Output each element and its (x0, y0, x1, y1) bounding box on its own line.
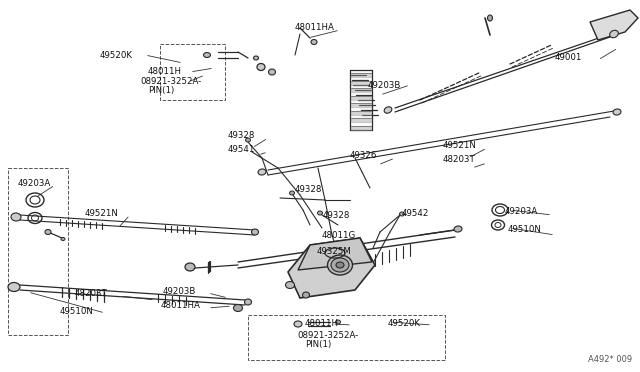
Ellipse shape (257, 64, 265, 71)
Text: A492* 009: A492* 009 (588, 355, 632, 364)
Text: 49521N: 49521N (443, 141, 477, 151)
Ellipse shape (244, 299, 252, 305)
Text: 08921-3252A-: 08921-3252A- (140, 77, 201, 87)
Ellipse shape (311, 39, 317, 45)
Text: 49328: 49328 (323, 211, 350, 219)
Text: 49203A: 49203A (505, 208, 538, 217)
Text: 49520K: 49520K (388, 318, 421, 327)
Text: 49001: 49001 (555, 54, 582, 62)
Polygon shape (298, 238, 372, 270)
Ellipse shape (454, 226, 462, 232)
Ellipse shape (285, 282, 294, 289)
Text: 49203B: 49203B (368, 80, 401, 90)
Ellipse shape (185, 263, 195, 271)
Text: 08921-3252A-: 08921-3252A- (297, 330, 358, 340)
Text: 49542: 49542 (402, 208, 429, 218)
Text: 49328: 49328 (295, 186, 323, 195)
Ellipse shape (45, 230, 51, 234)
Text: 49520K: 49520K (100, 51, 133, 60)
Ellipse shape (258, 169, 266, 175)
Ellipse shape (328, 255, 353, 275)
Text: 49328: 49328 (228, 131, 255, 141)
Ellipse shape (335, 320, 340, 324)
Ellipse shape (384, 107, 392, 113)
Text: PIN(1): PIN(1) (148, 87, 174, 96)
Text: 49541: 49541 (228, 145, 255, 154)
Text: 49203B: 49203B (163, 286, 196, 295)
Text: 48011H: 48011H (148, 67, 182, 76)
Text: 49203A: 49203A (18, 179, 51, 187)
Ellipse shape (289, 191, 294, 195)
Ellipse shape (303, 292, 310, 298)
Ellipse shape (336, 262, 344, 268)
Text: 48011HA: 48011HA (295, 22, 335, 32)
Ellipse shape (613, 109, 621, 115)
Ellipse shape (294, 321, 302, 327)
Polygon shape (288, 238, 375, 298)
Ellipse shape (11, 213, 21, 221)
Text: 49510N: 49510N (508, 225, 542, 234)
Ellipse shape (317, 211, 323, 215)
Text: 48011HA: 48011HA (161, 301, 201, 311)
Polygon shape (590, 10, 638, 40)
Text: 48203T: 48203T (443, 155, 476, 164)
Text: 49325M: 49325M (317, 247, 352, 256)
Text: PIN(1): PIN(1) (305, 340, 332, 350)
Text: 48011H: 48011H (305, 318, 339, 327)
Ellipse shape (253, 56, 259, 60)
Ellipse shape (399, 212, 404, 216)
Ellipse shape (246, 138, 250, 142)
Ellipse shape (252, 229, 259, 235)
Ellipse shape (61, 237, 65, 241)
Text: 48203T: 48203T (75, 289, 108, 298)
Ellipse shape (8, 282, 20, 292)
Text: 49521N: 49521N (85, 208, 119, 218)
Text: 49326: 49326 (350, 151, 378, 160)
Text: 48011G: 48011G (322, 231, 356, 241)
Ellipse shape (331, 258, 349, 272)
Ellipse shape (269, 69, 275, 75)
Ellipse shape (234, 305, 243, 311)
Ellipse shape (610, 30, 618, 38)
Text: 49510N: 49510N (60, 307, 94, 315)
Ellipse shape (488, 15, 493, 21)
Ellipse shape (204, 52, 211, 58)
